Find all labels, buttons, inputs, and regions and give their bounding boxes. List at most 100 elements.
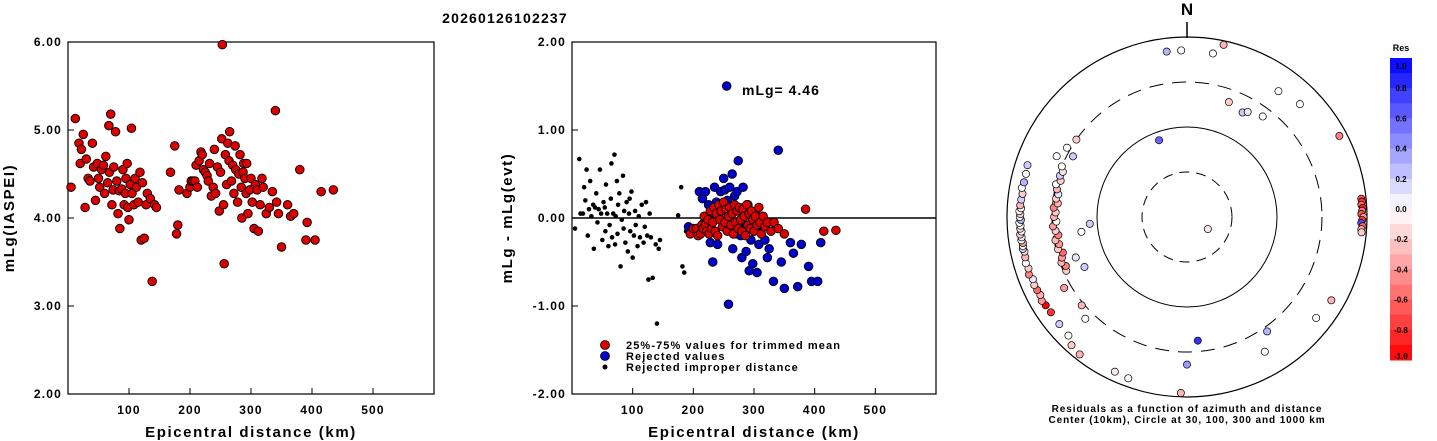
colorbar-tick-label: 0.0 (1395, 205, 1407, 214)
left-data-point (310, 235, 320, 245)
polar-station (1110, 367, 1119, 376)
middle-point-trimmed (800, 204, 811, 214)
left-data-point (135, 167, 145, 177)
polar-station (1219, 40, 1228, 49)
figure-title: 20260126102237 (442, 10, 568, 26)
middle-point-rejected (803, 261, 814, 272)
polar-station (1263, 327, 1272, 336)
left-data-point (98, 160, 109, 170)
colorbar-cell (1390, 224, 1412, 240)
left-data-point (301, 235, 311, 245)
left-y-tick-label: 5.00 (34, 123, 62, 137)
left-axis-ticks: 100 200 300 400 500 2.00 3.00 4.00 5.00 6.00 (34, 35, 384, 417)
polar-station (1080, 263, 1089, 271)
left-data-point (93, 173, 104, 184)
left-data-point (210, 188, 221, 199)
left-data-point (124, 215, 134, 225)
polar-station (1335, 132, 1344, 140)
left-data-point (257, 173, 267, 184)
middle-y-tick-label: -2.00 (533, 387, 566, 401)
middle-point-improper (619, 217, 625, 223)
left-data-point (78, 129, 88, 140)
left-data-point (273, 208, 284, 219)
polar-caption-line1: Residuals as a function of azimuth and d… (1052, 404, 1323, 415)
middle-point-trimmed (819, 226, 829, 236)
left-x-tick-label: 400 (300, 403, 324, 417)
middle-point-improper (608, 196, 614, 201)
colorbar-tick-label: 0.8 (1395, 84, 1407, 93)
middle-point-improper (609, 235, 615, 240)
middle-point-rejected (788, 248, 799, 258)
middle-point-trimmed (741, 200, 752, 210)
middle-point-rejected (700, 186, 711, 197)
left-data-point (70, 113, 81, 124)
left-data-point (87, 138, 98, 148)
left-data-point (316, 186, 326, 197)
polar-station (1071, 253, 1080, 262)
middle-point-improper (631, 233, 637, 238)
colorbar-tick-label: 0.6 (1395, 114, 1407, 123)
polar-station (1060, 283, 1069, 292)
colorbar-cell (1390, 148, 1412, 165)
colorbar-cell (1390, 209, 1412, 225)
colorbar-tick-label: -0.4 (1394, 265, 1408, 274)
colorbar-cell (1390, 284, 1412, 301)
middle-point-trimmed (779, 229, 790, 239)
middle-point-improper (603, 182, 609, 187)
middle-point-improper (609, 161, 614, 166)
middle-point-rejected (773, 145, 784, 155)
colorbar-tick-label: 1.0 (1395, 62, 1407, 71)
middle-point-improper (601, 199, 606, 205)
left-data-point (80, 202, 90, 213)
colorbar-tick-label: -1.0 (1394, 352, 1408, 361)
left-data-point (173, 220, 183, 230)
polar-station (1176, 389, 1185, 397)
left-data-point (203, 176, 214, 186)
left-data-point (197, 149, 207, 160)
polar-station (1075, 350, 1084, 359)
middle-point-improper (603, 228, 608, 234)
colorbar-cell (1390, 239, 1412, 255)
middle-point-improper (589, 213, 594, 219)
left-data-point (112, 176, 122, 186)
middle-point-improper (597, 167, 603, 172)
left-data-point (139, 233, 149, 243)
middle-point-rejected (768, 276, 779, 287)
left-data-point (104, 120, 114, 131)
middle-point-improper (626, 211, 632, 216)
middle-point-improper (657, 237, 663, 243)
middle-point-rejected (712, 239, 723, 250)
left-data-point (122, 158, 132, 169)
middle-point-improper (581, 184, 587, 190)
left-data-point (81, 154, 92, 164)
middle-point-improper (584, 167, 589, 172)
left-data-point (328, 185, 339, 195)
polar-caption-line2: Center (10km), Circle at 30, 100, 300 an… (1048, 415, 1325, 426)
middle-point-improper (607, 222, 612, 228)
middle-x-axis-title: Epicentral distance (km) (648, 424, 860, 441)
left-x-axis-title: Epicentral distance (km) (145, 424, 357, 441)
polar-station (1295, 100, 1304, 109)
left-data-point (224, 127, 235, 137)
middle-y-tick-label: -1.00 (533, 299, 566, 313)
middle-point-improper (654, 321, 660, 326)
middle-point-rejected (764, 244, 774, 254)
middle-point-rejected (718, 173, 729, 184)
middle-point-improper (593, 191, 599, 196)
middle-point-improper (642, 224, 648, 230)
middle-point-improper (643, 199, 649, 205)
middle-x-tick-label: 400 (803, 403, 827, 417)
polar-station (1069, 152, 1077, 161)
middle-point-improper (591, 246, 597, 252)
colorbar-title: Res (1393, 43, 1410, 53)
colorbar-cells (1390, 58, 1412, 361)
polar-station (1046, 308, 1055, 317)
colorbar-cell (1390, 73, 1412, 89)
polar-station (1312, 313, 1321, 322)
left-data-point (85, 176, 95, 186)
polar-station (1162, 47, 1171, 56)
left-data-point (258, 182, 268, 192)
left-y-tick-label: 3.00 (34, 299, 62, 313)
middle-point-trimmed (773, 223, 784, 234)
